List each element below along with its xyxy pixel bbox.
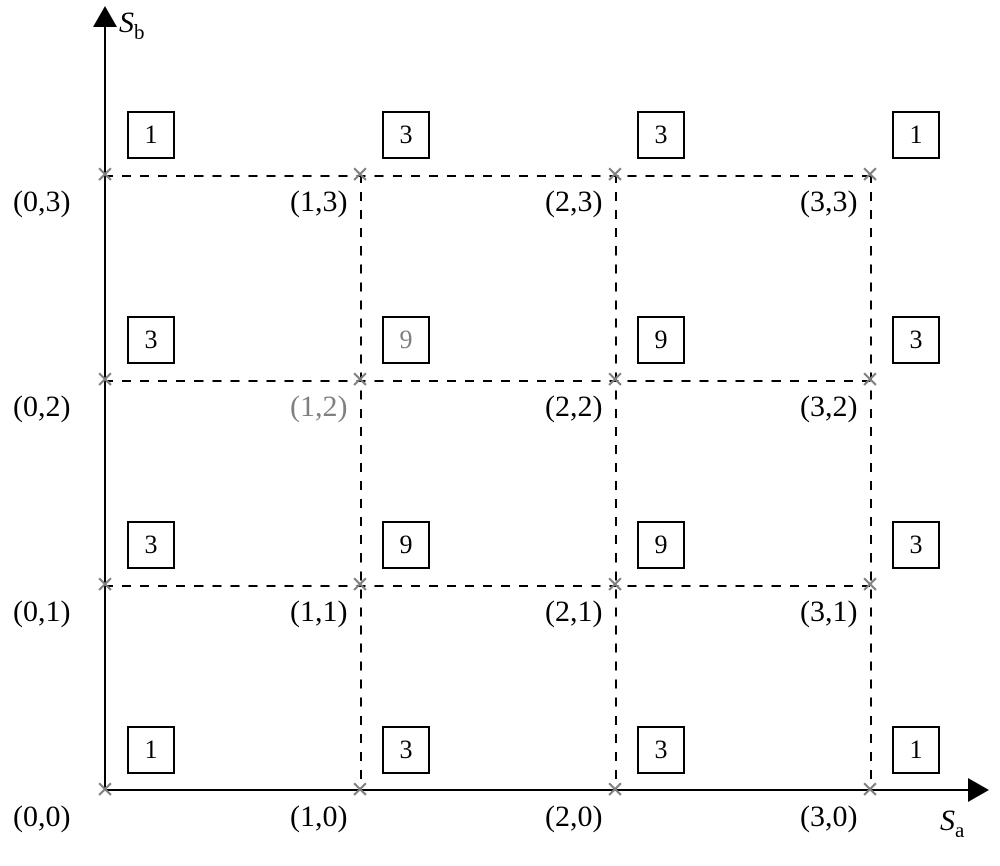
value-box: 9 (382, 521, 430, 569)
grid-point-marker: × (606, 570, 624, 600)
value-box: 3 (892, 521, 940, 569)
grid-vline (870, 175, 872, 790)
grid-point-marker: × (96, 160, 114, 190)
value-box: 9 (637, 316, 685, 364)
x-axis-label: Sa (940, 804, 964, 843)
grid-point-marker: × (861, 775, 879, 805)
coord-label: (3,0) (800, 800, 857, 834)
coord-label: (0,3) (13, 185, 70, 219)
coord-label: (0,0) (13, 800, 70, 834)
value-box: 9 (382, 316, 430, 364)
x-axis-arrow (968, 778, 989, 802)
x-axis (105, 789, 970, 792)
grid-point-marker: × (96, 775, 114, 805)
grid-point-marker: × (96, 365, 114, 395)
value-box: 3 (382, 726, 430, 774)
grid-vline (615, 175, 617, 790)
grid-point-marker: × (606, 160, 624, 190)
value-box: 1 (892, 726, 940, 774)
coord-label: (3,3) (800, 185, 857, 219)
x-axis-label-sub: a (955, 818, 964, 842)
grid-point-marker: × (351, 160, 369, 190)
value-box: 3 (637, 111, 685, 159)
diagram-stage: ×1(0,0)×3(1,0)×3(2,0)×1(3,0)×3(0,1)×9(1,… (0, 0, 1000, 866)
coord-label: (1,1) (290, 595, 347, 629)
coord-label: (2,0) (545, 800, 602, 834)
grid-point-marker: × (351, 775, 369, 805)
coord-label: (2,1) (545, 595, 602, 629)
value-box: 3 (892, 316, 940, 364)
grid-point-marker: × (861, 365, 879, 395)
value-box: 3 (382, 111, 430, 159)
coord-label: (1,0) (290, 800, 347, 834)
grid-hline (105, 175, 870, 177)
coord-label: (3,2) (800, 390, 857, 424)
coord-label: (0,1) (13, 595, 70, 629)
grid-point-marker: × (606, 365, 624, 395)
coord-label: (2,2) (545, 390, 602, 424)
y-axis-arrow (93, 6, 117, 27)
coord-label: (3,1) (800, 595, 857, 629)
value-box: 9 (637, 521, 685, 569)
coord-label: (0,2) (13, 390, 70, 424)
value-box: 3 (127, 521, 175, 569)
coord-label: (1,3) (290, 185, 347, 219)
grid-hline (105, 585, 870, 587)
grid-point-marker: × (351, 365, 369, 395)
y-axis-label-sub: b (134, 20, 145, 44)
x-axis-label-main: S (940, 804, 955, 837)
grid-vline (360, 175, 362, 790)
coord-label: (2,3) (545, 185, 602, 219)
value-box: 1 (127, 726, 175, 774)
y-axis (104, 18, 107, 790)
grid-point-marker: × (96, 570, 114, 600)
value-box: 1 (892, 111, 940, 159)
grid-point-marker: × (861, 570, 879, 600)
grid-point-marker: × (351, 570, 369, 600)
value-box: 3 (127, 316, 175, 364)
grid-point-marker: × (606, 775, 624, 805)
grid-point-marker: × (861, 160, 879, 190)
y-axis-label-main: S (119, 6, 134, 39)
y-axis-label: Sb (119, 6, 145, 45)
value-box: 3 (637, 726, 685, 774)
coord-label: (1,2) (290, 390, 347, 424)
grid-hline (105, 380, 870, 382)
value-box: 1 (127, 111, 175, 159)
